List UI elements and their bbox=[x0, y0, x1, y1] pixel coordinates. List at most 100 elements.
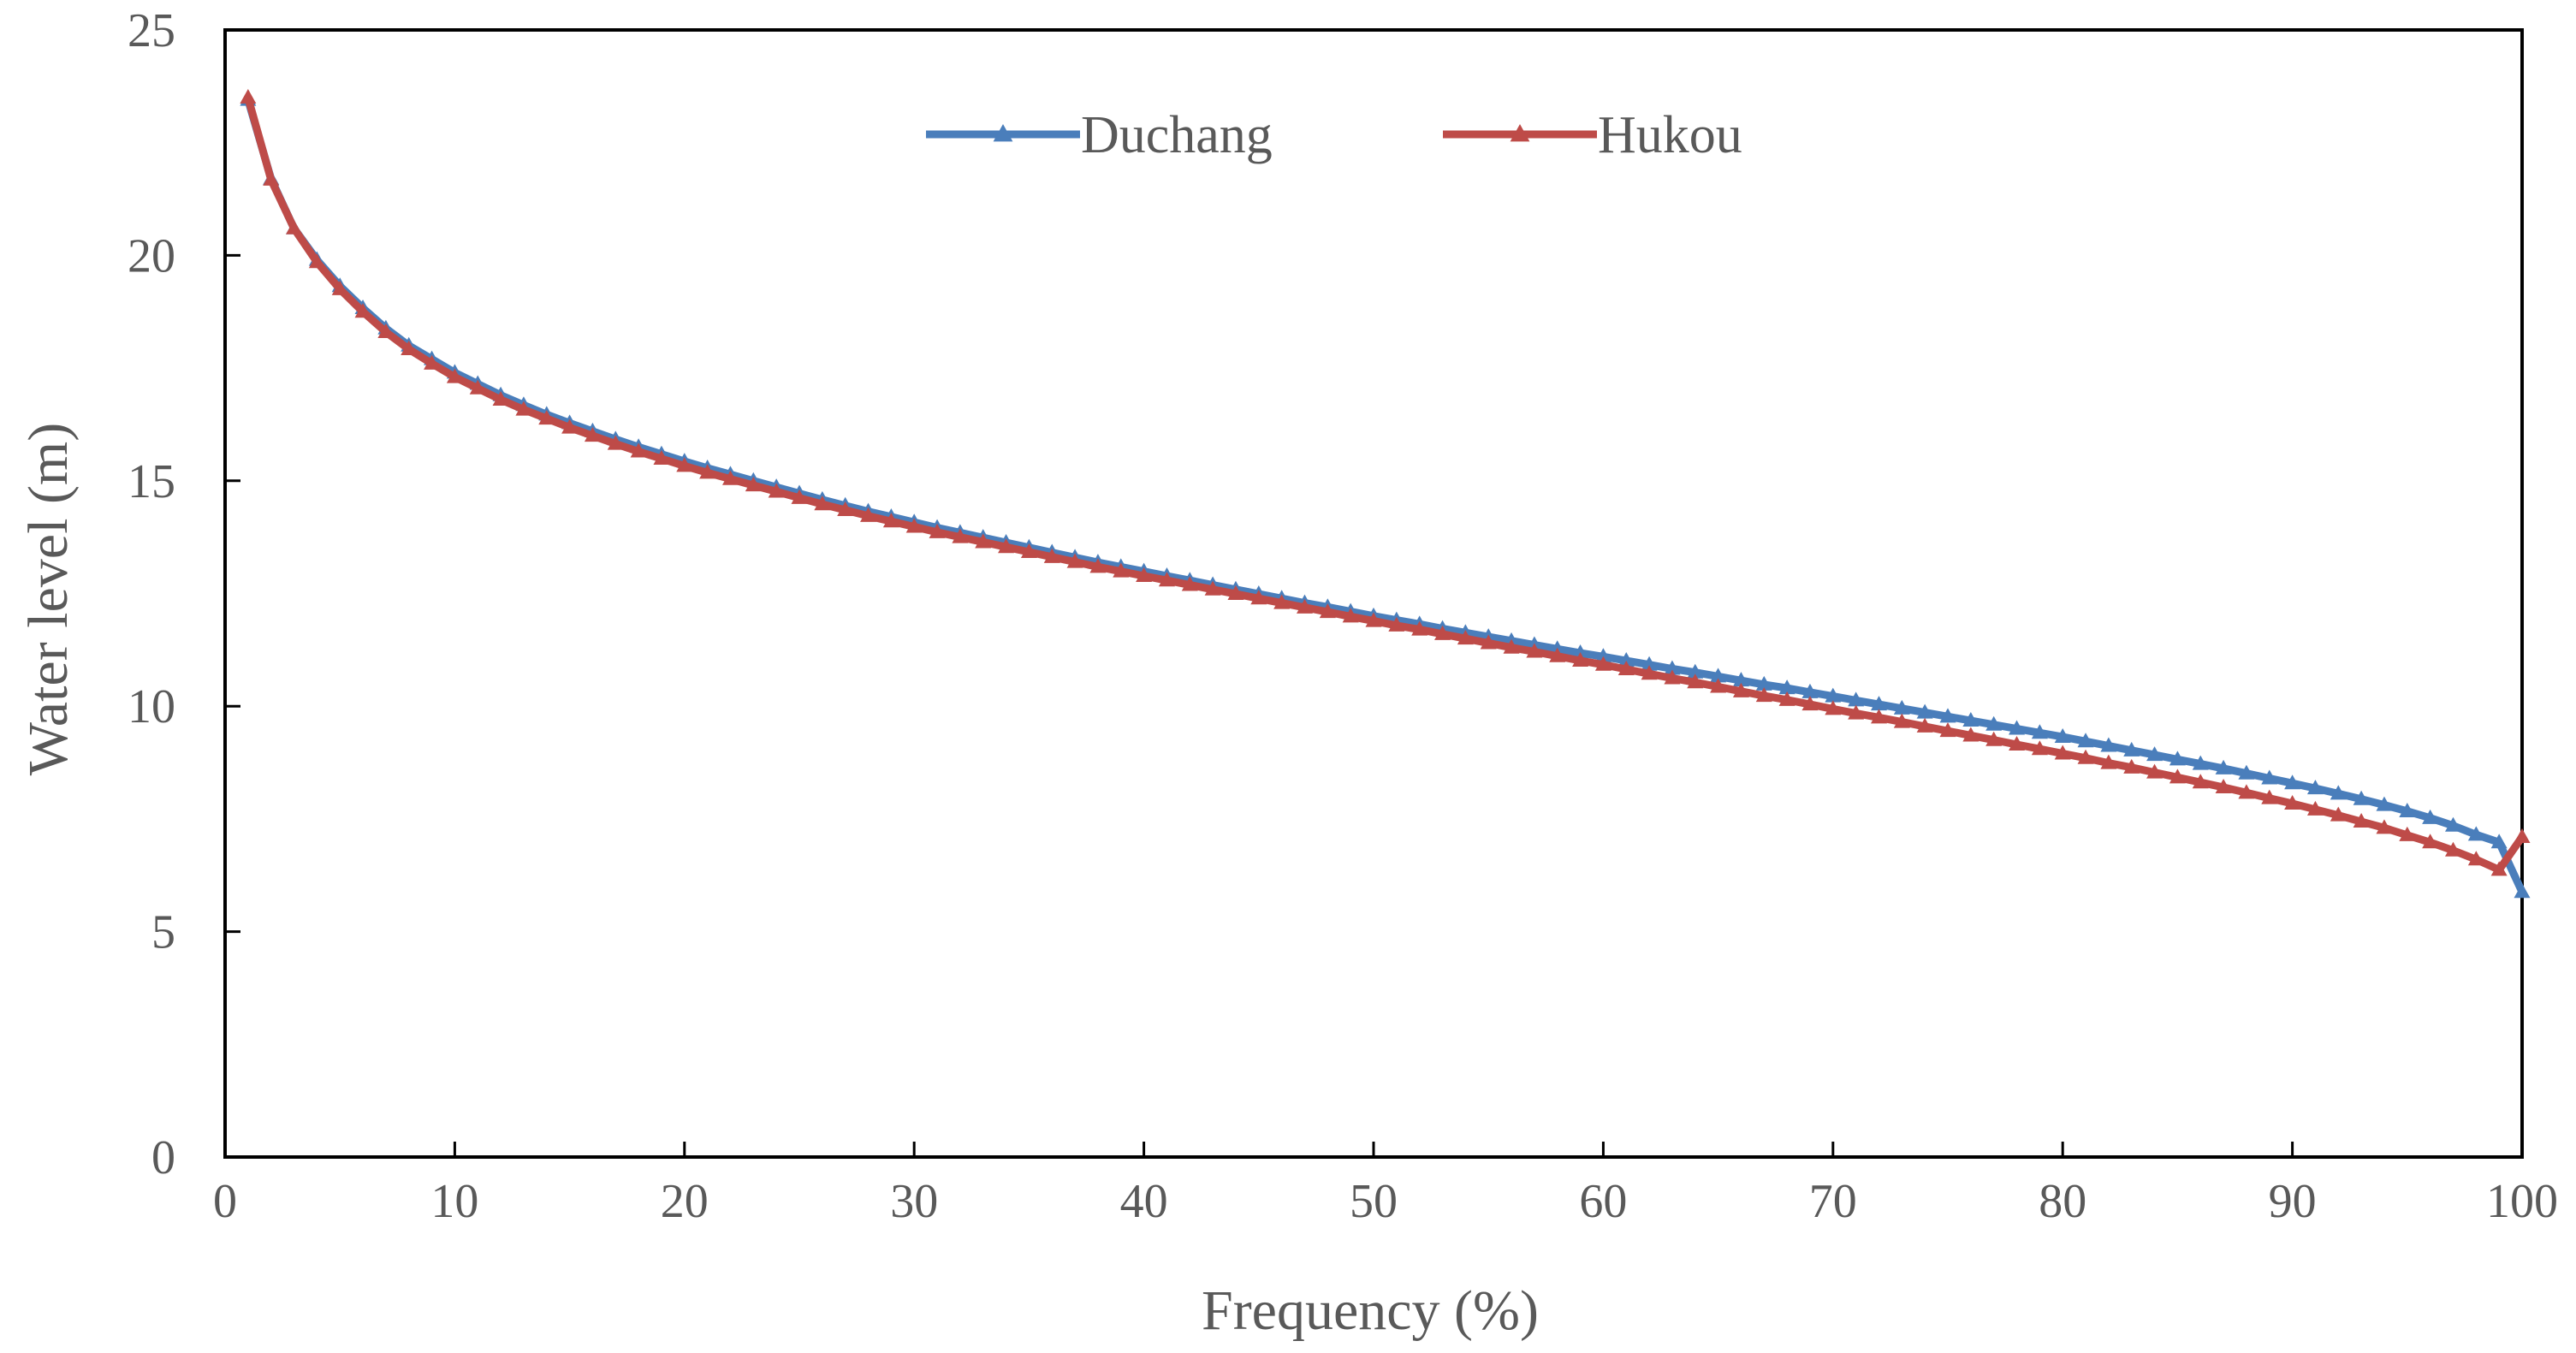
data-point-duchang bbox=[2169, 751, 2186, 766]
data-point-duchang bbox=[1893, 699, 1910, 715]
data-point-hukou bbox=[584, 427, 601, 442]
data-point-hukou bbox=[515, 401, 532, 416]
data-point-duchang bbox=[2306, 780, 2324, 795]
data-point-hukou bbox=[2514, 828, 2531, 843]
data-point-hukou bbox=[1365, 612, 1382, 627]
data-point-hukou bbox=[1342, 608, 1359, 623]
data-point-hukou bbox=[2238, 784, 2255, 799]
data-point-hukou bbox=[1181, 576, 1198, 591]
data-point-hukou bbox=[538, 410, 555, 425]
data-point-hukou bbox=[401, 340, 418, 355]
data-point-hukou bbox=[653, 449, 670, 465]
data-point-duchang bbox=[1594, 648, 1611, 663]
data-point-hukou bbox=[308, 253, 325, 269]
data-point-duchang bbox=[2009, 720, 2026, 735]
data-point-duchang bbox=[1641, 656, 1658, 671]
data-point-hukou bbox=[2146, 763, 2163, 779]
data-point-hukou bbox=[2169, 768, 2186, 784]
x-tick-label: 60 bbox=[1579, 1175, 1627, 1228]
data-point-duchang bbox=[2490, 834, 2508, 849]
data-point-duchang bbox=[2031, 724, 2048, 739]
legend-label: Duchang bbox=[1081, 106, 1273, 164]
data-point-hukou bbox=[882, 513, 899, 528]
data-point-hukou bbox=[2422, 834, 2439, 849]
data-point-hukou bbox=[2399, 826, 2416, 841]
y-tick-label: 15 bbox=[128, 455, 175, 508]
x-tick-label: 90 bbox=[2269, 1175, 2317, 1228]
data-point-hukou bbox=[1113, 562, 1130, 578]
y-tick-label: 25 bbox=[128, 4, 175, 57]
data-point-duchang bbox=[2123, 741, 2140, 757]
data-point-hukou bbox=[929, 523, 946, 538]
data-point-duchang bbox=[1825, 687, 1842, 703]
data-point-hukou bbox=[446, 368, 463, 383]
data-point-hukou bbox=[2261, 789, 2278, 804]
legend: Duchang Hukou bbox=[926, 106, 1742, 164]
series-hukou bbox=[240, 89, 2531, 876]
x-tick-label: 30 bbox=[890, 1175, 938, 1228]
data-point-duchang bbox=[2054, 728, 2071, 744]
data-point-duchang bbox=[1617, 651, 1635, 667]
data-point-hukou bbox=[1939, 722, 1956, 738]
y-tick-label: 10 bbox=[128, 680, 175, 733]
data-point-hukou bbox=[469, 379, 486, 395]
data-point-hukou bbox=[1020, 543, 1037, 559]
data-point-hukou bbox=[1594, 656, 1611, 671]
data-point-hukou bbox=[975, 533, 992, 549]
data-point-hukou bbox=[2031, 740, 2048, 756]
data-point-duchang bbox=[1939, 708, 1956, 723]
data-point-hukou bbox=[1066, 553, 1083, 568]
data-point-hukou bbox=[2077, 749, 2094, 764]
data-point-hukou bbox=[630, 442, 647, 458]
data-point-hukou bbox=[2215, 779, 2232, 794]
x-tick-label: 20 bbox=[661, 1175, 709, 1228]
data-point-hukou bbox=[1778, 691, 1795, 706]
data-point-hukou bbox=[1732, 682, 1749, 697]
x-axis-title: Frequency (%) bbox=[1202, 1279, 1539, 1342]
data-point-duchang bbox=[1732, 672, 1749, 687]
data-point-hukou bbox=[2192, 774, 2209, 789]
data-point-hukou bbox=[240, 89, 257, 104]
data-point-hukou bbox=[1411, 620, 1428, 636]
data-point-hukou bbox=[2306, 800, 2324, 816]
data-point-hukou bbox=[745, 477, 762, 492]
data-point-hukou bbox=[998, 538, 1015, 554]
data-point-hukou bbox=[1664, 669, 1681, 685]
data-point-hukou bbox=[1457, 630, 1474, 645]
data-point-hukou bbox=[2009, 735, 2026, 751]
data-point-duchang bbox=[1755, 675, 1772, 691]
data-point-duchang bbox=[1985, 715, 2003, 731]
data-point-hukou bbox=[1158, 572, 1175, 587]
data-point-hukou bbox=[1617, 661, 1635, 676]
x-tick-label: 10 bbox=[430, 1175, 478, 1228]
data-point-hukou bbox=[1273, 594, 1291, 609]
data-point-hukou bbox=[2353, 813, 2370, 828]
data-point-duchang bbox=[1710, 668, 1727, 683]
legend-label: Hukou bbox=[1598, 106, 1742, 164]
data-point-hukou bbox=[1089, 558, 1107, 573]
data-point-duchang bbox=[2261, 769, 2278, 785]
x-tick-label: 70 bbox=[1809, 1175, 1857, 1228]
data-point-duchang bbox=[1687, 663, 1704, 679]
data-point-hukou bbox=[2284, 794, 2301, 810]
data-point-duchang bbox=[2444, 816, 2461, 832]
data-point-hukou bbox=[1549, 647, 1566, 662]
data-point-hukou bbox=[814, 496, 831, 511]
data-point-hukou bbox=[1641, 665, 1658, 680]
x-tick-label: 50 bbox=[1350, 1175, 1398, 1228]
data-point-hukou bbox=[1710, 678, 1727, 693]
data-point-hukou bbox=[1801, 696, 1819, 711]
data-point-hukou bbox=[1985, 731, 2003, 746]
data-point-duchang bbox=[2215, 759, 2232, 774]
data-point-hukou bbox=[905, 518, 923, 533]
x-tick-label: 40 bbox=[1120, 1175, 1168, 1228]
y-tick-label: 5 bbox=[151, 906, 175, 959]
data-point-hukou bbox=[1136, 567, 1153, 582]
legend-item-hukou: Hukou bbox=[1443, 106, 1742, 164]
data-point-hukou bbox=[1893, 713, 1910, 728]
data-point-hukou bbox=[1319, 603, 1336, 619]
x-tick-label: 100 bbox=[2486, 1175, 2558, 1228]
data-point-hukou bbox=[377, 323, 395, 338]
data-point-duchang bbox=[2100, 737, 2117, 752]
data-point-hukou bbox=[721, 470, 739, 485]
